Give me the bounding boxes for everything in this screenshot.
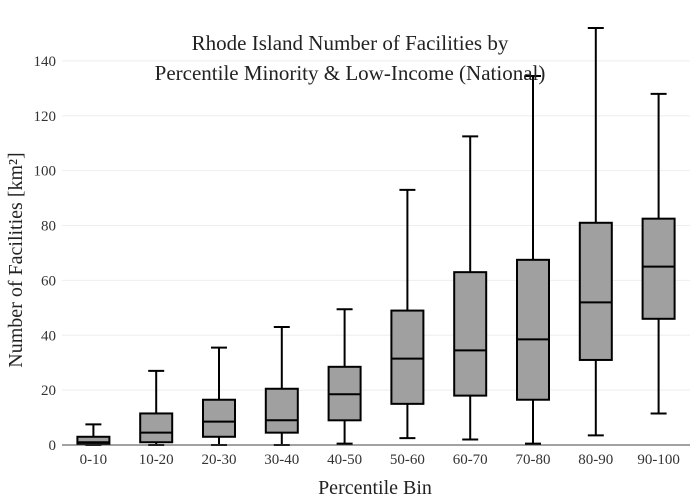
- x-tick-label: 80-90: [578, 452, 613, 468]
- box-10-20: [139, 369, 174, 446]
- gridlines: [62, 60, 690, 391]
- y-tick-label: 80: [41, 219, 56, 235]
- x-tick-label: 70-80: [516, 452, 551, 468]
- axes: 0 20 40 60 80 100 120 140 0-10 10-20 20-30 30-40 40-…: [34, 54, 690, 468]
- iqr-box: [202, 398, 236, 438]
- x-tick-label: 10-20: [139, 452, 174, 468]
- y-tick-label: 120: [34, 109, 57, 125]
- iqr-box: [390, 309, 425, 405]
- iqr-box: [453, 271, 488, 397]
- x-tick-label: 20-30: [202, 452, 237, 468]
- iqr-box: [76, 435, 111, 446]
- x-tick-label: 50-60: [390, 452, 425, 468]
- y-tick-label: 0: [49, 438, 57, 454]
- iqr-box: [264, 387, 299, 434]
- x-tick-label: 0-10: [80, 452, 108, 468]
- box-30-40: [264, 326, 299, 446]
- box-40-50: [327, 308, 362, 445]
- y-tick-label: 100: [34, 164, 57, 180]
- iqr-box: [641, 217, 676, 320]
- box-20-30: [202, 346, 236, 446]
- x-tick-label: 30-40: [264, 452, 299, 468]
- boxes: [76, 27, 676, 446]
- iqr-box: [578, 221, 613, 361]
- box-50-60: [390, 188, 425, 440]
- iqr-box: [139, 412, 174, 444]
- x-axis-label: Percentile Bin: [318, 477, 432, 499]
- chart-title-line-1: Rhode Island Number of Facilities by: [192, 31, 509, 55]
- box-70-80: [516, 75, 550, 445]
- x-tick-label: 60-70: [453, 452, 488, 468]
- x-tick-label: 90-100: [637, 452, 680, 468]
- chart-title-line-2: Percentile Minority & Low-Income (Nation…: [155, 61, 546, 85]
- y-tick-label: 60: [41, 273, 56, 289]
- box-80-90: [578, 27, 613, 437]
- y-tick-label: 140: [34, 54, 57, 70]
- y-axis-label: Number of Facilities [km²]: [5, 152, 27, 367]
- box-60-70: [453, 135, 488, 441]
- box-0-10: [76, 423, 111, 446]
- y-tick-label: 40: [41, 328, 56, 344]
- box-90-100: [641, 92, 676, 415]
- iqr-box: [516, 258, 550, 401]
- y-tick-label: 20: [41, 383, 56, 399]
- x-tick-label: 40-50: [327, 452, 362, 468]
